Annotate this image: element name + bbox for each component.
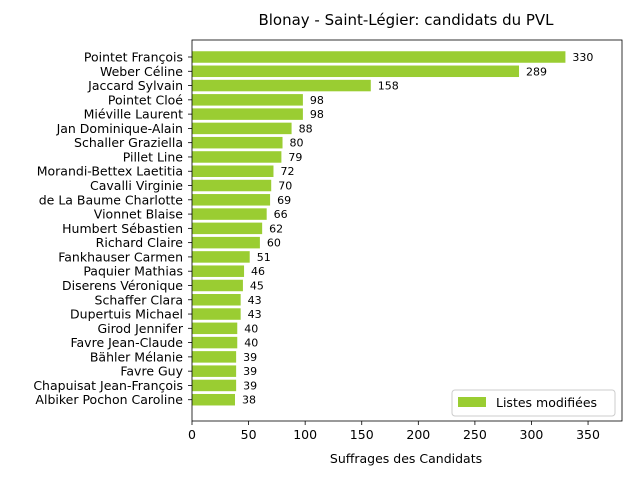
value-labels: 3302891589898888079727069666260514645434… <box>242 51 593 407</box>
x-axis-label: Suffrages des Candidats <box>330 451 482 466</box>
category-label: Schaller Graziella <box>74 135 183 150</box>
category-label: Chapuisat Jean-François <box>33 378 183 393</box>
bar <box>192 279 243 292</box>
bar <box>192 151 282 163</box>
category-label: Pillet Line <box>123 149 184 164</box>
legend-swatch <box>458 397 486 407</box>
x-tick-label: 250 <box>463 427 487 442</box>
bar-value-label: 46 <box>251 265 265 278</box>
bar-value-label: 330 <box>572 51 593 64</box>
category-label: Cavalli Virginie <box>90 178 183 193</box>
category-label: Pointet Cloé <box>108 92 183 107</box>
bar <box>192 351 237 363</box>
bar-value-label: 289 <box>526 65 547 78</box>
bar <box>192 108 303 120</box>
bar <box>192 336 238 349</box>
legend-entry: Listes modifiées <box>496 395 597 410</box>
category-label: de La Baume Charlotte <box>39 192 184 207</box>
plot-frame <box>191 39 623 422</box>
category-label: Weber Céline <box>100 64 183 79</box>
category-label: Schaffer Clara <box>95 292 183 307</box>
bar-value-label: 79 <box>288 151 302 164</box>
x-tick-label: 150 <box>350 427 374 442</box>
bar-value-label: 43 <box>248 294 262 307</box>
bar <box>192 179 272 192</box>
category-label: Jaccard Sylvain <box>87 78 183 93</box>
bar-value-label: 66 <box>274 208 288 221</box>
bar-value-label: 98 <box>310 108 324 121</box>
bar-value-label: 43 <box>248 308 262 321</box>
bar-value-label: 40 <box>244 322 258 335</box>
x-tick-label: 50 <box>241 427 257 442</box>
category-label: Vionnet Blaise <box>94 207 184 222</box>
category-label: Dupertuis Michael <box>70 307 183 322</box>
bar <box>192 265 245 277</box>
bar-value-label: 88 <box>299 122 313 135</box>
bar <box>192 79 371 92</box>
bar <box>192 194 271 206</box>
bar <box>192 379 237 392</box>
bar <box>192 236 260 249</box>
category-label: Favre Guy <box>120 364 183 379</box>
bar-value-label: 39 <box>243 365 257 378</box>
chart-title: Blonay - Saint-Légier: candidats du PVL <box>258 11 554 29</box>
bar <box>192 393 235 406</box>
bar <box>192 251 250 263</box>
x-tick-label: 200 <box>406 427 430 442</box>
category-label: Albiker Pochon Caroline <box>35 392 183 407</box>
bar-value-label: 98 <box>310 94 324 107</box>
bar <box>192 365 237 377</box>
x-tick-label: 0 <box>188 427 196 442</box>
category-label: Humbert Sébastien <box>62 221 183 236</box>
category-label: Favre Jean-Claude <box>70 335 183 350</box>
category-label: Paquier Mathias <box>83 264 183 279</box>
bar <box>192 308 241 320</box>
legend-frame <box>451 389 616 417</box>
category-label: Girod Jennifer <box>97 321 183 336</box>
bar-value-label: 62 <box>269 222 283 235</box>
x-tick-label: 100 <box>293 427 317 442</box>
bar-value-label: 158 <box>378 80 399 93</box>
bar-value-label: 39 <box>243 379 257 392</box>
bar-value-label: 38 <box>242 394 256 407</box>
bar-value-label: 60 <box>267 237 281 250</box>
bar-value-label: 39 <box>243 351 257 364</box>
bar-value-label: 51 <box>257 251 271 264</box>
category-label: Miéville Laurent <box>84 107 183 122</box>
bar <box>192 51 566 63</box>
bar <box>192 122 292 135</box>
bar-value-label: 69 <box>277 194 291 207</box>
bar-value-label: 40 <box>244 337 258 350</box>
category-label: Jan Dominique-Alain <box>56 121 183 136</box>
x-tick-label: 300 <box>520 427 544 442</box>
legend: Listes modifiées <box>451 389 616 417</box>
bars-layer <box>192 51 566 406</box>
x-tick-label: 350 <box>576 427 600 442</box>
category-label: Richard Claire <box>96 235 184 250</box>
bar <box>192 136 283 149</box>
bar <box>192 165 274 177</box>
bar <box>192 208 267 220</box>
bar-value-label: 70 <box>278 180 292 193</box>
bar-value-label: 80 <box>290 137 304 150</box>
bar-value-label: 72 <box>280 165 294 178</box>
category-label: Pointet François <box>84 50 183 65</box>
bar <box>192 65 520 78</box>
bar-value-label: 45 <box>250 279 264 292</box>
category-label: Fankhauser Carmen <box>58 249 183 264</box>
category-label: Bähler Mélanie <box>90 349 183 364</box>
axes: 0 50 100 150 200 250 300 350 <box>188 39 623 442</box>
bar <box>192 222 263 235</box>
bar <box>192 94 303 106</box>
category-label: Diserens Véronique <box>62 278 183 293</box>
category-label: Morandi-Bettex Laetitia <box>37 164 183 179</box>
bar <box>192 294 241 306</box>
bar <box>192 322 238 335</box>
